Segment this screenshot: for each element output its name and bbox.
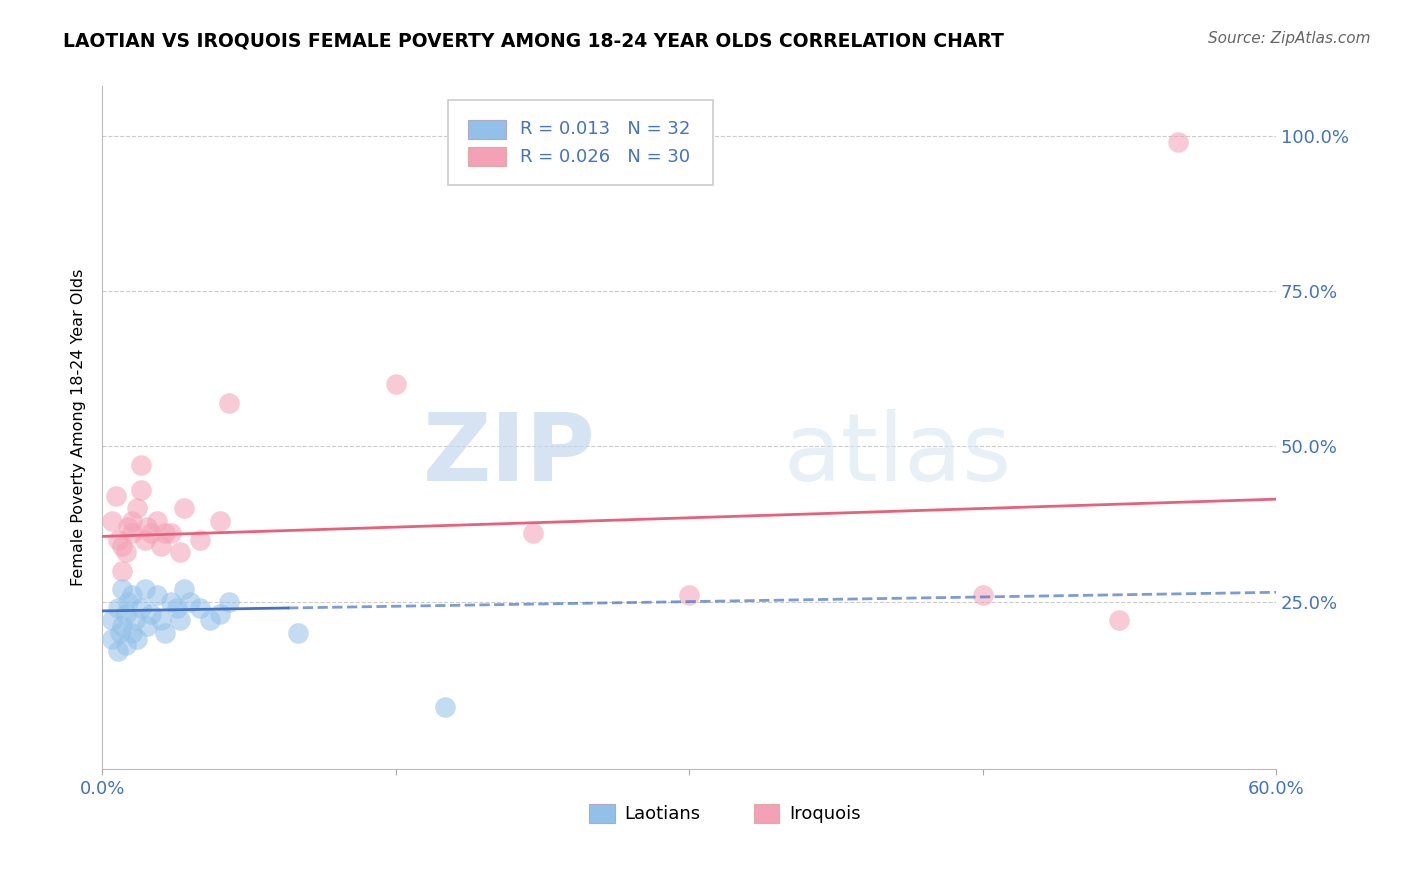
Text: ZIP: ZIP — [422, 409, 595, 501]
Text: Laotians: Laotians — [624, 805, 700, 822]
Y-axis label: Female Poverty Among 18-24 Year Olds: Female Poverty Among 18-24 Year Olds — [72, 269, 86, 586]
Point — [139, 607, 162, 621]
Point — [127, 501, 149, 516]
Point — [159, 594, 181, 608]
Point — [131, 458, 153, 472]
Point — [146, 514, 169, 528]
Point — [111, 539, 134, 553]
Point — [139, 526, 162, 541]
Point — [384, 377, 406, 392]
Point — [153, 625, 176, 640]
Point — [108, 625, 131, 640]
Point — [121, 514, 143, 528]
Point — [188, 600, 211, 615]
Point — [117, 594, 139, 608]
Point — [972, 588, 994, 602]
Point — [104, 489, 127, 503]
Point — [121, 588, 143, 602]
Point — [127, 632, 149, 646]
Point — [1108, 613, 1130, 627]
FancyBboxPatch shape — [589, 804, 616, 823]
Text: atlas: atlas — [783, 409, 1011, 501]
Point — [149, 539, 172, 553]
Point — [134, 533, 156, 547]
Point — [173, 582, 195, 597]
Point — [208, 514, 231, 528]
Point — [149, 613, 172, 627]
Point — [522, 526, 544, 541]
Point — [111, 564, 134, 578]
Point — [173, 501, 195, 516]
Point — [117, 520, 139, 534]
Point — [114, 638, 136, 652]
FancyBboxPatch shape — [754, 804, 779, 823]
Point — [146, 588, 169, 602]
Point — [136, 619, 159, 633]
Point — [218, 594, 240, 608]
Point — [101, 632, 124, 646]
Point — [188, 533, 211, 547]
Text: Source: ZipAtlas.com: Source: ZipAtlas.com — [1208, 31, 1371, 46]
Point — [169, 545, 191, 559]
Point — [124, 613, 146, 627]
Point — [208, 607, 231, 621]
FancyBboxPatch shape — [449, 100, 713, 186]
Point — [433, 700, 456, 714]
Point — [198, 613, 221, 627]
Point — [114, 607, 136, 621]
Point — [134, 582, 156, 597]
Point — [111, 582, 134, 597]
Point — [159, 526, 181, 541]
Point — [287, 625, 309, 640]
Point — [136, 520, 159, 534]
Point — [678, 588, 700, 602]
Text: R = 0.026   N = 30: R = 0.026 N = 30 — [520, 148, 690, 166]
FancyBboxPatch shape — [468, 147, 506, 166]
Point — [101, 613, 124, 627]
Point — [179, 594, 201, 608]
Point — [169, 613, 191, 627]
Text: Iroquois: Iroquois — [789, 805, 860, 822]
Point — [1167, 135, 1189, 149]
Point — [111, 619, 134, 633]
Point — [218, 396, 240, 410]
Point — [166, 600, 188, 615]
Text: LAOTIAN VS IROQUOIS FEMALE POVERTY AMONG 18-24 YEAR OLDS CORRELATION CHART: LAOTIAN VS IROQUOIS FEMALE POVERTY AMONG… — [63, 31, 1004, 50]
Point — [114, 545, 136, 559]
Point — [131, 483, 153, 497]
Point — [101, 514, 124, 528]
Text: R = 0.013   N = 32: R = 0.013 N = 32 — [520, 120, 690, 138]
Point — [107, 644, 129, 658]
Point — [131, 600, 153, 615]
FancyBboxPatch shape — [468, 120, 506, 139]
Point — [153, 526, 176, 541]
Point — [107, 533, 129, 547]
Point — [107, 600, 129, 615]
Point — [121, 526, 143, 541]
Point — [121, 625, 143, 640]
